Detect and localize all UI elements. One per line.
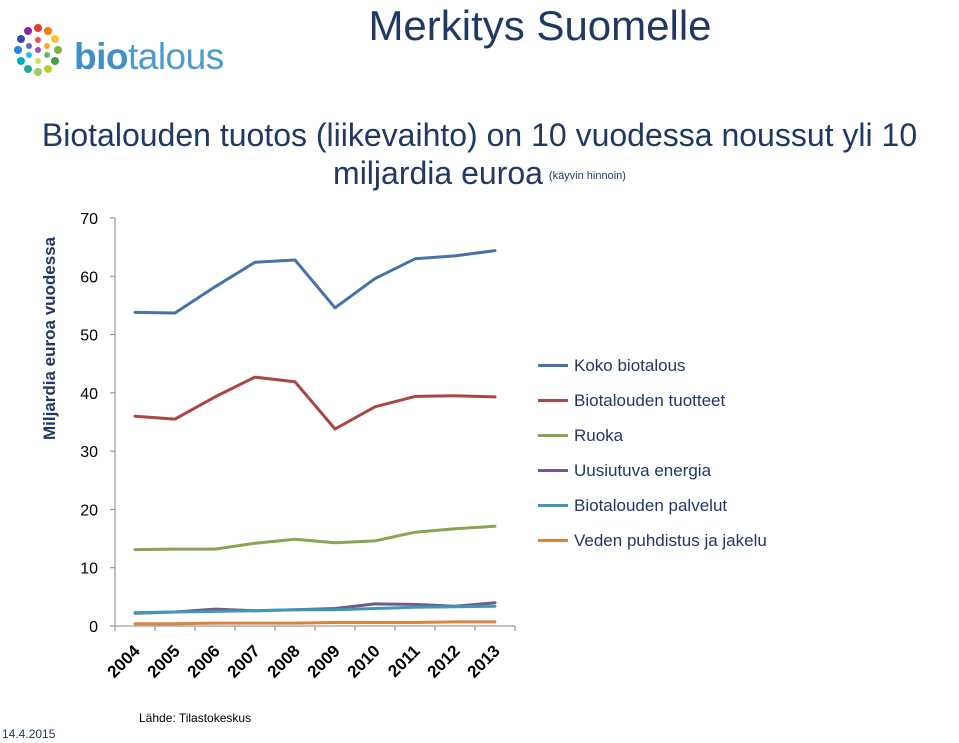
page-title: Merkitys Suomelle (368, 2, 712, 49)
series-line-3 (133, 524, 497, 552)
footer-source: Lähde: Tilastokeskus (139, 711, 252, 725)
chart-subtitle: Biotalouden tuotos (liikevaihto) on 10 v… (0, 116, 959, 195)
y-tick-label: 10 (80, 561, 98, 578)
legend-item: Ruoka (538, 418, 767, 453)
y-tick-label: 50 (80, 328, 98, 345)
legend-swatch (538, 504, 568, 507)
chart-legend: Koko biotalous Biotalouden tuotteet Ruoka U… (538, 348, 767, 558)
chart-series (133, 249, 497, 626)
legend-item: Biotalouden tuotteet (538, 383, 767, 418)
legend-item: Biotalouden palvelut (538, 488, 767, 523)
legend-swatch (538, 364, 568, 367)
x-tick-label: 2011 (384, 641, 424, 681)
y-tick-label: 60 (80, 269, 98, 286)
legend-label: Biotalouden palvelut (574, 495, 728, 515)
legend-label: Biotalouden tuotteet (574, 390, 726, 410)
series-line-5 (133, 604, 497, 615)
x-tick-label: 2007 (224, 641, 264, 681)
legend-swatch (538, 469, 568, 472)
y-tick-label: 0 (89, 619, 98, 636)
series-line-1 (133, 249, 497, 315)
legend-item: Uusiutuva energia (538, 453, 767, 488)
y-tick-label: 30 (80, 444, 98, 461)
logo-bio-text: bio (74, 36, 128, 77)
x-tick-label: 2004 (104, 641, 145, 682)
y-tick-label: 40 (80, 386, 98, 403)
x-tick-label: 2008 (264, 641, 304, 681)
legend-label: Koko biotalous (574, 355, 686, 375)
logo-wordmark: biotalous (74, 36, 224, 78)
x-tick-label: 2013 (464, 641, 504, 681)
series-line-2 (133, 375, 497, 431)
subtitle-line-1: Biotalouden tuotos (liikevaihto) on 10 v… (41, 117, 918, 153)
x-tick-label: 2005 (144, 641, 184, 681)
logo-talous-text: talous (127, 36, 224, 77)
x-tick-label: 2010 (344, 641, 384, 681)
legend-label: Uusiutuva energia (574, 460, 712, 480)
legend-swatch (538, 399, 568, 402)
legend-label: Veden puhdistus ja jakelu (574, 530, 767, 550)
legend-swatch (538, 539, 568, 542)
series-line-6 (133, 620, 497, 626)
y-tick-label: 70 (80, 211, 98, 228)
y-tick-label: 20 (80, 502, 98, 519)
legend-item: Koko biotalous (538, 348, 767, 383)
subtitle-line-2-wrap: miljardia euroa (käyvin hinnoin) (0, 154, 959, 195)
subtitle-note: (käyvin hinnoin) (548, 169, 626, 182)
legend-swatch (538, 434, 568, 437)
legend-item: Veden puhdistus ja jakelu (538, 523, 767, 558)
biotalous-logo: biotalous (8, 14, 238, 80)
logo-dots-icon (14, 24, 62, 76)
footer-date: 14.4.2015 (2, 727, 56, 741)
x-tick-label: 2012 (424, 641, 464, 681)
legend-label: Ruoka (574, 425, 624, 445)
subtitle-line-2: miljardia euroa (333, 155, 543, 191)
x-tick-label: 2006 (184, 641, 224, 681)
x-tick-label: 2009 (304, 641, 344, 681)
